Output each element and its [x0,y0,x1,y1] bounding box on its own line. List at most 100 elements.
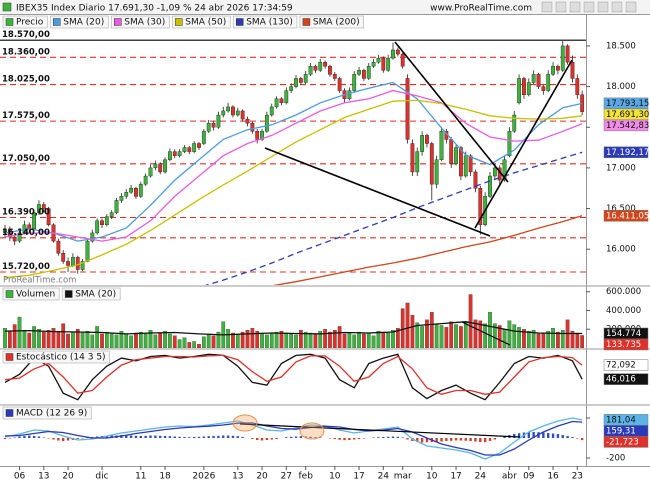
histogram-bar [459,438,463,441]
volume-bar [507,320,512,348]
candle-body [328,66,332,75]
volume-bar [560,330,565,348]
histogram-bar [149,435,152,438]
level-label: 17.575,00 [2,111,50,121]
histogram-bar [348,438,351,440]
candle-body [575,78,580,95]
candle-body [153,163,158,169]
candle-body [211,122,216,128]
legend-box [110,15,170,29]
candle-body [192,143,197,152]
candle-body [294,78,298,87]
panel-plot [3,417,584,460]
legend-item: Volumen [2,287,60,301]
histogram-bar [163,436,167,438]
candle-body [187,147,192,152]
volume-bar [463,322,468,348]
volume-bar [386,332,391,348]
legend-item: SMA (20) [61,287,121,301]
legend-swatch [53,18,61,26]
series-line [204,151,583,285]
candle-body [362,70,366,79]
histogram-bar [333,438,336,439]
candle-body [66,261,70,266]
button[interactable] [555,1,567,13]
legend-swatch [302,18,311,26]
legend-swatch [5,353,14,361]
histogram-bar [62,438,65,441]
volume-bar [109,332,114,348]
histogram-bar [304,436,307,438]
legend-label: MACD (12 26 9) [16,409,87,419]
candle-body [289,86,294,91]
value-box [603,373,649,385]
histogram-bar [580,438,584,441]
candle-body [134,188,138,197]
panel-plot [4,353,583,401]
layers: 18.570,00 18.360,00 18.025,00 17.575,00 17.0… [0,15,649,482]
histogram-bar [28,435,31,438]
legend-item: SMA (20) [49,15,109,29]
button[interactable] [625,1,637,13]
volume-bar [75,329,80,348]
histogram-bar [289,436,293,438]
legend-label: Precio [16,18,44,28]
trend-line [461,321,511,346]
volume-bar [260,332,264,348]
level-label: 18.360,00 [2,47,50,57]
x-tick-label: 16 [547,472,559,482]
volume-bar [187,342,192,348]
candle-body [109,212,114,217]
candle-body [420,135,424,152]
x-tick-label: 20 [256,472,268,482]
x-tick-label: abr [502,472,517,482]
volume-bar [522,329,526,348]
histogram-bar [527,432,530,438]
x-tick-label: 2026 [192,472,215,482]
volume-bar [80,332,85,348]
histogram-bar [192,437,196,438]
button[interactable] [569,1,581,13]
volume-bar [371,335,376,348]
histogram-bar [226,435,230,438]
volume-bar [497,325,502,348]
button[interactable] [541,1,553,13]
volume-bar [473,319,478,348]
candle-body [143,175,148,185]
button[interactable] [597,1,609,13]
histogram-bar [265,438,269,440]
legend-swatch [5,290,14,298]
histogram-bar [314,437,317,438]
volume-bar [444,327,449,348]
volume-bar [158,332,163,348]
value-box [603,210,649,222]
volume-bar [105,331,109,348]
candle-body [75,257,80,270]
candle-body [410,143,415,173]
histogram-bar [42,437,45,438]
histogram-bar [256,438,259,440]
trend-line [239,423,521,438]
button[interactable] [611,1,623,13]
candle-body [240,110,245,120]
button[interactable] [583,1,595,13]
volume-bar [429,312,434,348]
volume-bar [231,332,235,348]
volume-bar [400,308,405,348]
value-box-label: 133.735 [606,340,641,350]
candle-body [556,66,560,71]
header-bar [0,0,650,14]
histogram-bar [469,438,472,441]
histogram-bar [372,437,375,438]
histogram-bar [357,438,361,439]
volume-bar [61,323,66,348]
value-box [603,146,649,159]
trend-line [394,41,509,183]
volume-bar [546,330,551,348]
volume-bar [153,334,158,348]
volume-bar [323,329,327,348]
volume-bar [454,324,458,348]
candle-body [163,159,167,173]
candle-body [279,98,284,104]
volume-bar [551,328,555,348]
